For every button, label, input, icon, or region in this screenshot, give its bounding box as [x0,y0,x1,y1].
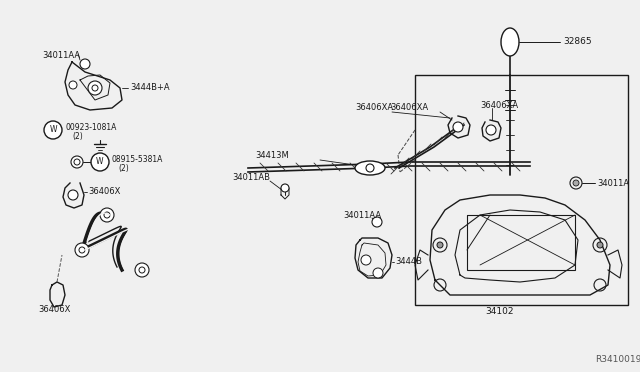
Text: 36406X: 36406X [38,305,70,314]
Text: 3444B: 3444B [395,257,422,266]
Text: 34011AA: 34011AA [42,51,80,60]
Text: 34011AB: 34011AB [232,173,270,183]
Text: 36406XA: 36406XA [480,100,518,109]
Circle shape [100,208,114,222]
Text: 34011A: 34011A [597,179,629,187]
Circle shape [486,125,496,135]
Text: 36406X: 36406X [88,187,120,196]
Ellipse shape [501,28,519,56]
Text: 34413M: 34413M [255,151,289,160]
Circle shape [437,242,443,248]
Text: 32865: 32865 [563,38,591,46]
Circle shape [69,81,77,89]
Ellipse shape [355,161,385,175]
Circle shape [71,156,83,168]
Circle shape [281,184,289,192]
Bar [467,215,575,270]
Text: R3410019: R3410019 [595,356,640,365]
Circle shape [361,255,371,265]
Text: 34011AA: 34011AA [343,212,381,221]
Text: 00923-1081A: 00923-1081A [65,122,116,131]
Circle shape [135,263,149,277]
Text: 08915-5381A: 08915-5381A [112,154,163,164]
Text: (2): (2) [72,131,83,141]
Text: 3444B+A: 3444B+A [130,83,170,92]
Text: 34102: 34102 [486,308,515,317]
Circle shape [91,153,109,171]
Circle shape [373,268,383,278]
Circle shape [80,59,90,69]
Bar [415,75,628,305]
Circle shape [75,243,89,257]
Text: 36406XA: 36406XA [390,103,428,112]
Text: 36406XA: 36406XA [355,103,393,112]
Text: W: W [96,157,104,167]
Text: W: W [49,125,57,135]
Circle shape [573,180,579,186]
Circle shape [44,121,62,139]
Circle shape [372,217,382,227]
Circle shape [88,81,102,95]
Circle shape [597,242,603,248]
Text: (2): (2) [118,164,129,173]
Circle shape [68,190,78,200]
Circle shape [453,122,463,132]
Circle shape [366,164,374,172]
